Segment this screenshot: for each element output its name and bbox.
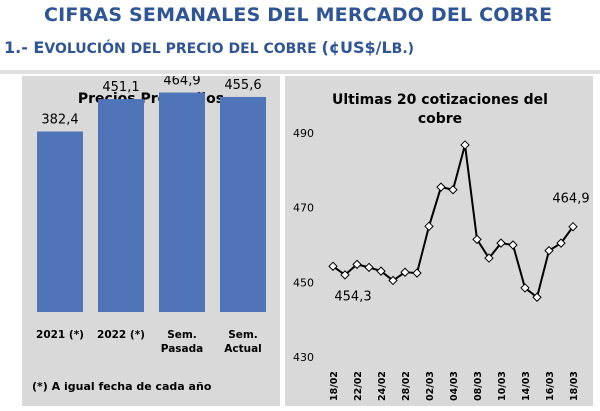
point-marker-9	[436, 182, 446, 192]
x-tick-label-5: 04/03	[449, 371, 460, 401]
line-chart: Ultimas 20 cotizaciones del cobre 430 450 47…	[293, 92, 590, 401]
point-marker-8	[424, 221, 434, 232]
point-marker-16	[520, 283, 530, 293]
subtitle-text: VOLUCIÓN DEL PRECIO DEL COBRE	[44, 41, 322, 57]
line-chart-title-line2: cobre	[418, 111, 462, 127]
x-tick-label-0: 18/02	[329, 371, 340, 401]
y-tick-label-490: 490	[293, 127, 314, 140]
bar-value-label-2: 464,9	[163, 76, 200, 89]
bar-2	[159, 92, 205, 312]
bar-category-label-3-line2: Actual	[224, 343, 262, 355]
x-tick-label-2: 24/02	[377, 371, 388, 401]
bar-3	[220, 96, 266, 312]
bar-1	[98, 99, 144, 312]
x-tick-label-6: 08/03	[473, 371, 484, 401]
data-label-0: 454,3	[334, 289, 371, 304]
bar-category-label-0: 2021 (*)	[36, 329, 84, 341]
bar-value-label-0: 382,4	[41, 113, 78, 128]
bar-category-label-2: Sem.	[167, 329, 197, 341]
subtitle-unit: (¢US$/	[321, 38, 382, 57]
point-marker-14	[496, 238, 506, 248]
point-marker-15	[508, 240, 518, 250]
data-label-1: 464,9	[552, 192, 589, 207]
point-marker-0	[328, 261, 338, 271]
x-tick-label-1: 22/02	[353, 371, 364, 401]
x-tick-label-3: 28/02	[401, 371, 412, 401]
price-line	[332, 144, 574, 300]
point-marker-6	[400, 267, 410, 277]
subtitle-unit-end: B.)	[391, 41, 415, 57]
point-marker-11	[460, 140, 470, 150]
bar-value-label-1: 451,1	[102, 80, 139, 95]
bar-0	[37, 131, 83, 312]
point-marker-2	[352, 259, 362, 270]
section-subtitle: 1.- EVOLUCIÓN DEL PRECIO DEL COBRE (¢US$…	[4, 38, 414, 57]
point-marker-12	[472, 234, 482, 245]
point-marker-1	[340, 270, 350, 280]
footnote: (*) A igual fecha de cada año	[32, 380, 212, 393]
point-marker-4	[376, 266, 386, 276]
x-tick-label-8: 14/03	[521, 371, 532, 401]
point-marker-20	[568, 221, 578, 232]
header-divider	[0, 70, 600, 74]
y-tick-label-470: 470	[293, 202, 314, 215]
point-marker-3	[364, 262, 374, 273]
point-marker-7	[412, 268, 422, 278]
subtitle-number: 1.-	[4, 38, 34, 57]
bar-chart-panel: Precios Promedios 382,4 2021 (*) 451,1 2022 …	[22, 74, 280, 406]
point-marker-10	[448, 185, 458, 195]
line-chart-panel: Ultimas 20 cotizaciones del cobre 430 450 47…	[285, 76, 593, 406]
subtitle-capital-l: L	[381, 38, 392, 57]
bar-category-label-2-line2: Pasada	[161, 343, 203, 355]
bar-value-label-3: 455,6	[224, 78, 261, 93]
subtitle-capital-e: E	[33, 38, 45, 57]
bar-category-label-1: 2022 (*)	[97, 329, 145, 341]
y-tick-label-450: 450	[293, 276, 314, 289]
point-marker-13	[484, 253, 494, 263]
x-tick-label-9: 16/03	[545, 371, 556, 401]
point-marker-5	[388, 275, 398, 286]
x-tick-label-7: 10/03	[497, 371, 508, 401]
x-tick-label-4: 02/03	[425, 371, 436, 401]
point-marker-19	[556, 238, 566, 248]
line-chart-title: Ultimas 20 cotizaciones del	[332, 92, 548, 108]
bar-category-label-3: Sem.	[228, 329, 258, 341]
y-tick-label-430: 430	[293, 351, 314, 364]
point-marker-17	[532, 292, 542, 302]
point-marker-18	[544, 245, 554, 256]
page-title: CIFRAS SEMANALES DEL MERCADO DEL COBRE	[44, 4, 553, 26]
x-tick-label-10: 18/03	[569, 371, 580, 401]
